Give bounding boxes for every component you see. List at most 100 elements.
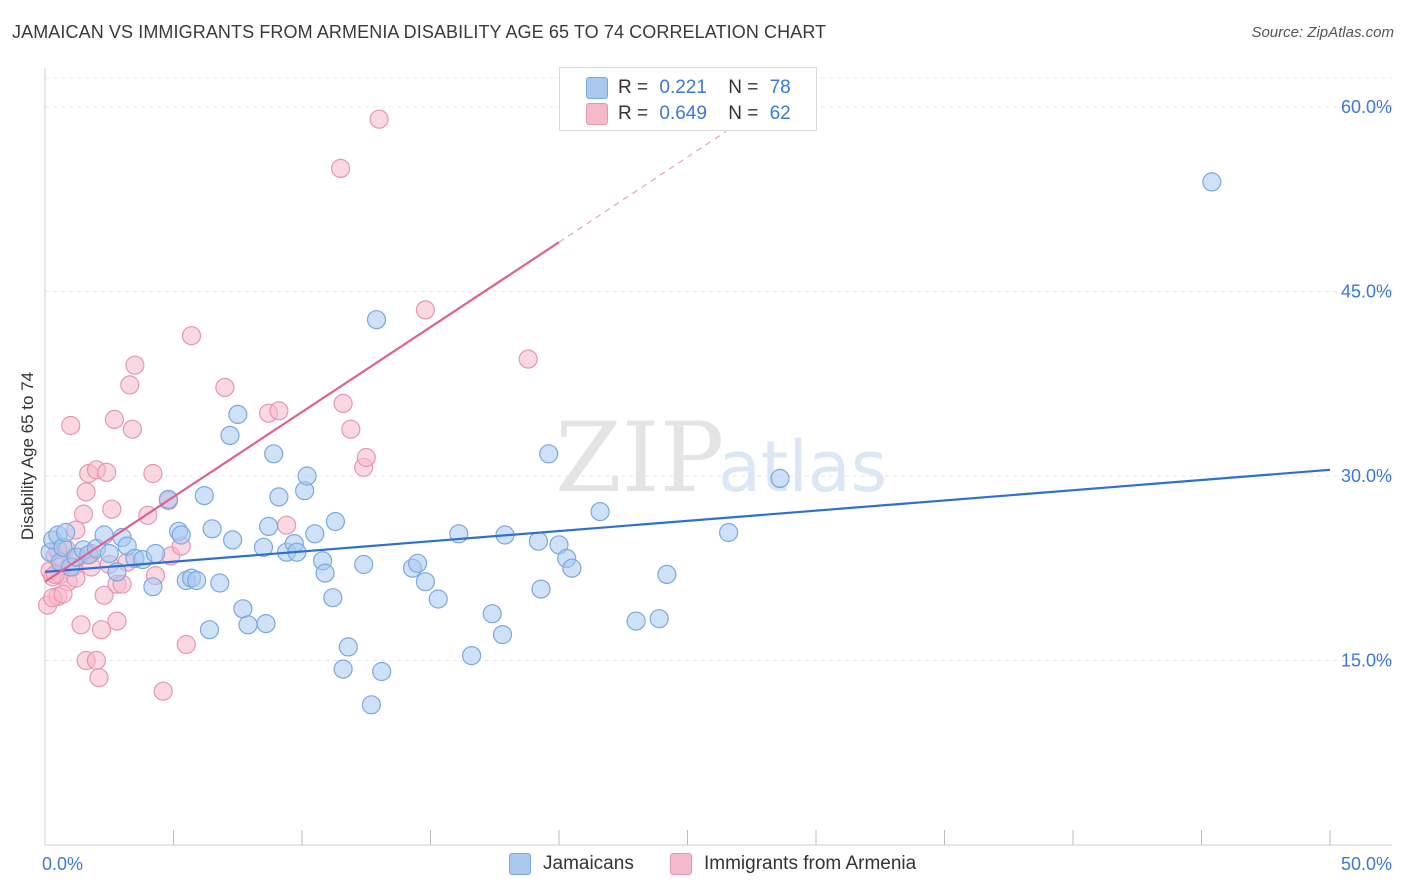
point-jamaicans (539, 444, 559, 464)
x-tick-label: 0.0% (42, 854, 83, 874)
point-armenia (125, 355, 145, 375)
series-armenia-points (37, 109, 538, 701)
grid-lines (45, 77, 1392, 661)
point-armenia (94, 585, 114, 605)
legend-n-value: 78 (769, 77, 791, 98)
point-jamaicans (220, 425, 240, 445)
trend-lines (44, 131, 1331, 583)
point-jamaicans (187, 570, 207, 591)
point-jamaicans (94, 525, 114, 545)
point-armenia (415, 300, 435, 320)
legend-swatch-blue (509, 853, 531, 875)
legend-item-armenia: Immigrants from Armenia (670, 851, 916, 877)
legend-r-label: R = (618, 103, 649, 124)
point-armenia (215, 377, 235, 397)
point-jamaicans (323, 588, 343, 608)
point-armenia (269, 401, 289, 421)
point-jamaicans (562, 558, 582, 578)
point-armenia (97, 462, 117, 482)
legend-swatch-pink (670, 853, 692, 875)
y-tick-label: 15.0% (1341, 650, 1392, 670)
y-tick-label: 45.0% (1341, 281, 1392, 301)
legend-n-label: N = (728, 103, 759, 124)
y-tick-label: 30.0% (1341, 466, 1392, 486)
point-jamaicans (228, 404, 248, 424)
watermark-zip: ZIP (555, 402, 724, 514)
point-jamaicans (171, 525, 191, 545)
point-jamaicans (256, 613, 276, 634)
point-armenia (61, 415, 81, 436)
point-armenia (120, 375, 140, 395)
point-armenia (86, 650, 107, 671)
point-jamaicans (194, 486, 214, 506)
legend-label-armenia: Immigrants from Armenia (704, 853, 917, 874)
point-armenia (104, 409, 125, 429)
point-jamaicans (718, 522, 739, 543)
legend-n-value: 62 (769, 103, 791, 124)
point-jamaicans (657, 564, 677, 585)
point-jamaicans (366, 310, 387, 330)
point-jamaicans (325, 511, 345, 532)
tick-labels: 15.0% 30.0% 45.0% 60.0% 0.0% 50.0% (42, 97, 1392, 874)
point-jamaicans (1202, 172, 1222, 192)
point-armenia (153, 681, 173, 701)
point-jamaicans (297, 466, 317, 486)
point-armenia (76, 482, 96, 502)
legend-r-label: R = (618, 77, 649, 98)
point-jamaicans (143, 577, 163, 597)
legend-n-label: N = (728, 77, 759, 98)
point-jamaicans (315, 563, 335, 583)
point-jamaicans (338, 637, 358, 657)
point-armenia (53, 584, 73, 604)
chart-title: JAMAICAN VS IMMIGRANTS FROM ARMENIA DISA… (12, 22, 827, 42)
point-armenia (277, 515, 297, 535)
point-jamaicans (361, 695, 381, 715)
y-axis-label: Disability Age 65 to 74 (18, 372, 37, 540)
point-jamaicans (626, 611, 646, 631)
point-armenia (102, 499, 122, 519)
point-jamaicans (202, 519, 222, 539)
point-armenia (176, 634, 196, 655)
point-armenia (143, 463, 163, 484)
legend-swatch-blue (586, 77, 608, 99)
point-jamaicans (253, 537, 274, 557)
legend-item-jamaicans: Jamaicans (509, 851, 634, 877)
point-armenia (89, 668, 109, 688)
watermark-atlas: atlas (718, 426, 887, 508)
point-jamaicans (145, 543, 166, 564)
point-armenia (71, 615, 91, 635)
point-jamaicans (415, 572, 435, 592)
point-jamaicans (99, 543, 119, 564)
source-credit: Source: ZipAtlas.com (1251, 24, 1394, 41)
point-armenia (91, 620, 112, 640)
point-jamaicans (210, 573, 230, 593)
trend-line-armenia-extension (558, 131, 727, 243)
point-armenia (369, 109, 389, 129)
point-jamaicans (233, 599, 253, 619)
x-tick-label: 50.0% (1341, 854, 1392, 874)
point-armenia (122, 419, 142, 439)
point-jamaicans (333, 659, 353, 679)
y-tick-label: 60.0% (1341, 97, 1392, 117)
legend-r-value: 0.221 (659, 77, 707, 98)
trend-line-armenia (44, 241, 560, 583)
point-armenia (73, 504, 94, 524)
point-jamaicans (223, 530, 243, 550)
legend-r-value: 0.649 (659, 103, 707, 124)
point-jamaicans (770, 468, 790, 488)
legend-stats: R = 0.221 N = 78 R = 0.649 N = 62 (559, 67, 817, 131)
trend-line-jamaicans (44, 468, 1331, 574)
point-armenia (107, 611, 127, 631)
axes (44, 68, 1392, 846)
legend-label-jamaicans: Jamaicans (543, 853, 634, 874)
point-jamaicans (238, 615, 258, 635)
point-jamaicans (428, 589, 448, 609)
point-jamaicans (269, 487, 289, 507)
point-jamaicans (492, 624, 513, 645)
legend-swatch-pink (586, 103, 608, 125)
point-armenia (331, 158, 351, 178)
point-armenia (356, 447, 376, 468)
point-jamaicans (590, 502, 610, 522)
point-armenia (341, 419, 361, 439)
